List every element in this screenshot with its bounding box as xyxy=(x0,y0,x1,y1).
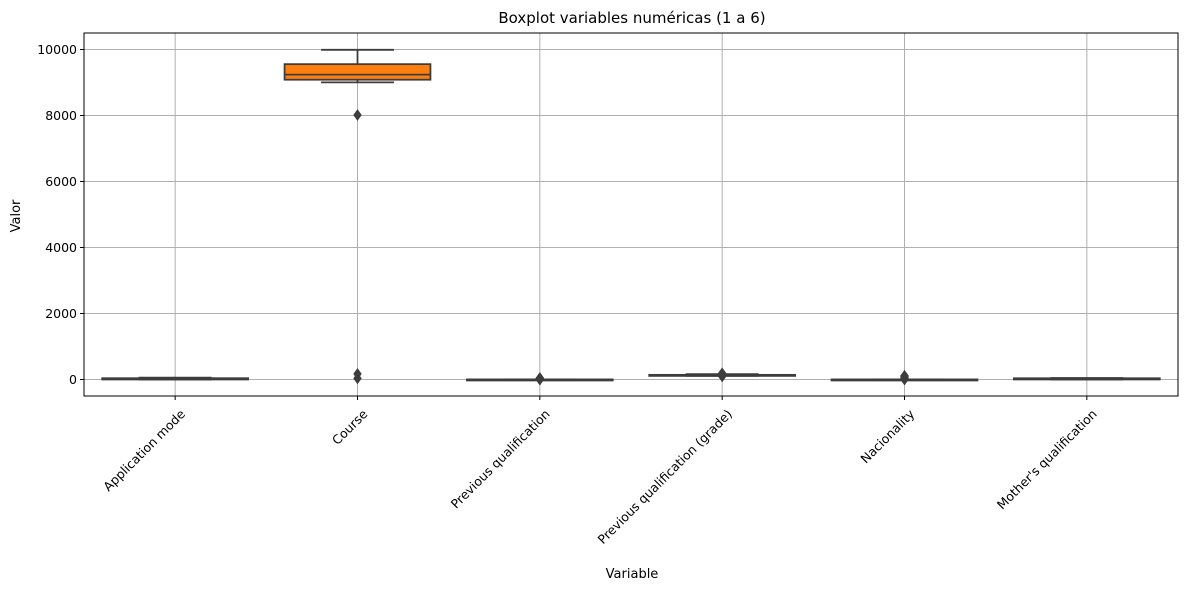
outlier-marker xyxy=(717,367,727,380)
outlier-marker xyxy=(900,370,909,382)
box-layer xyxy=(101,48,1161,386)
outlier-marker xyxy=(353,109,362,121)
box-3 xyxy=(648,367,797,383)
y-tick-label: 6000 xyxy=(45,174,77,189)
outlier-marker xyxy=(353,368,362,380)
box-2 xyxy=(465,372,614,386)
y-tick-label: 4000 xyxy=(45,240,77,255)
y-axis-title: Valor xyxy=(9,199,24,232)
y-tick-label: 2000 xyxy=(45,306,77,321)
box-iqr xyxy=(283,63,432,81)
y-tick-label: 10000 xyxy=(37,42,77,57)
box-1 xyxy=(283,48,432,385)
chart-title: Boxplot variables numéricas (1 a 6) xyxy=(498,9,765,27)
box-5 xyxy=(1013,377,1161,381)
y-tick-label: 8000 xyxy=(45,108,77,123)
plot-frame xyxy=(83,32,1179,397)
y-tick-label: 0 xyxy=(69,372,77,387)
box-4 xyxy=(830,370,979,386)
box-0 xyxy=(101,376,249,381)
outlier-marker xyxy=(535,372,545,384)
grid-lines xyxy=(84,33,1178,396)
x-axis-title: Variable xyxy=(606,567,659,582)
